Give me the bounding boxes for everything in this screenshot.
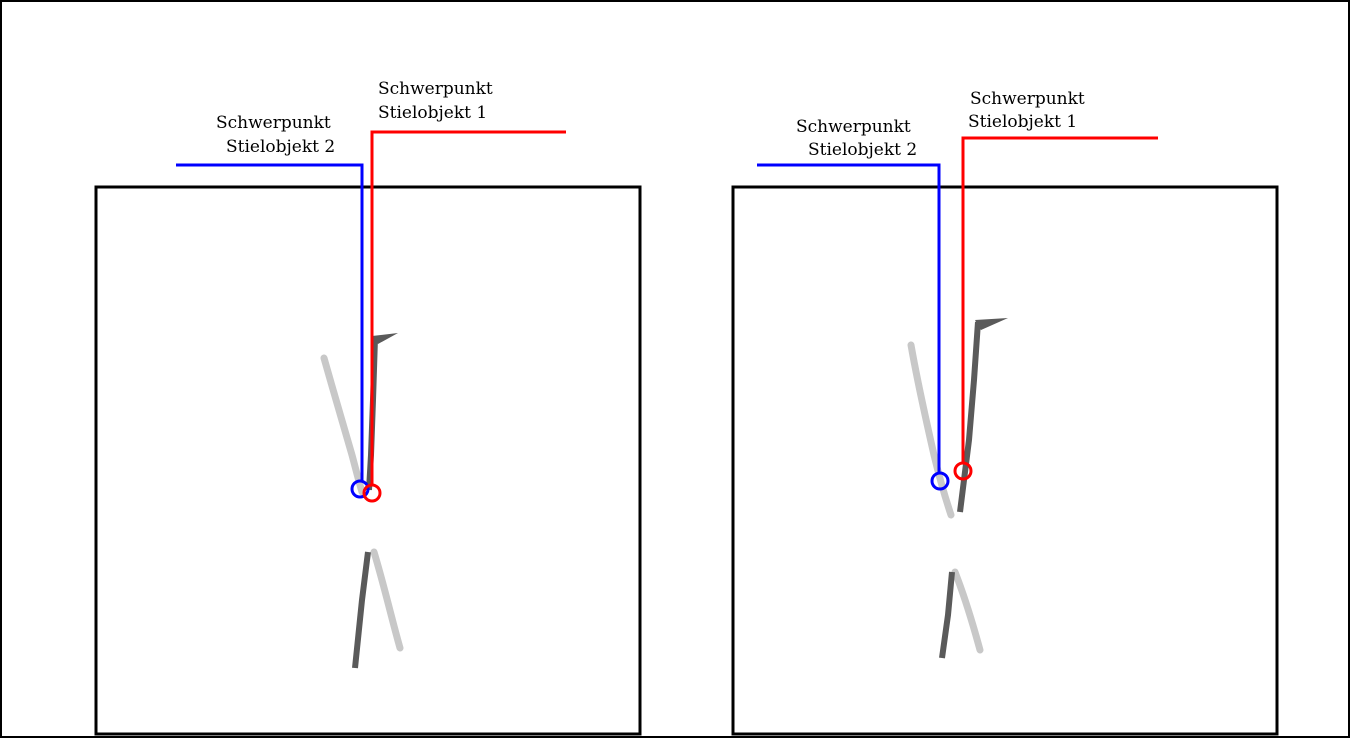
centroid-marker-object1 xyxy=(953,461,973,481)
stem-object2-lower xyxy=(951,568,984,654)
leader-line-object2 xyxy=(176,163,364,482)
stem-object1-upper xyxy=(957,321,981,513)
label-object2-line1: Schwerpunkt xyxy=(796,117,911,137)
label-object1-line1: Schwerpunkt xyxy=(378,79,493,99)
panel-left-box xyxy=(94,185,642,736)
stem-object1-lower xyxy=(939,571,955,659)
stem-object2-lower xyxy=(370,548,404,652)
stem-object2-upper xyxy=(320,354,366,496)
stem-object2-upper xyxy=(907,341,955,519)
stem-object1-lower xyxy=(352,551,371,669)
centroid-marker-object2 xyxy=(350,479,370,499)
stem-object1-upper-flag xyxy=(372,333,398,344)
leader-line-object1 xyxy=(370,130,566,486)
label-object1-line2: Stielobjekt 1 xyxy=(378,103,487,123)
label-object2-line2: Stielobjekt 2 xyxy=(808,140,917,160)
panel-right-box xyxy=(731,185,1279,736)
label-object2-line2: Stielobjekt 2 xyxy=(226,137,335,157)
label-object2-line1: Schwerpunkt xyxy=(216,113,331,133)
centroid-marker-object2 xyxy=(930,471,950,491)
centroid-marker-object1 xyxy=(362,483,382,503)
stem-object1-upper-flag xyxy=(975,318,1008,330)
label-object1-line1: Schwerpunkt xyxy=(970,89,1085,109)
leader-line-object1 xyxy=(961,136,1158,463)
panel-left: Schwerpunkt Stielobjekt 1 Schwerpunkt St… xyxy=(94,79,642,736)
panel-right: Schwerpunkt Stielobjekt 1 Schwerpunkt St… xyxy=(731,89,1279,736)
label-object1-line2: Stielobjekt 1 xyxy=(968,112,1077,132)
leader-line-object2 xyxy=(757,163,941,472)
